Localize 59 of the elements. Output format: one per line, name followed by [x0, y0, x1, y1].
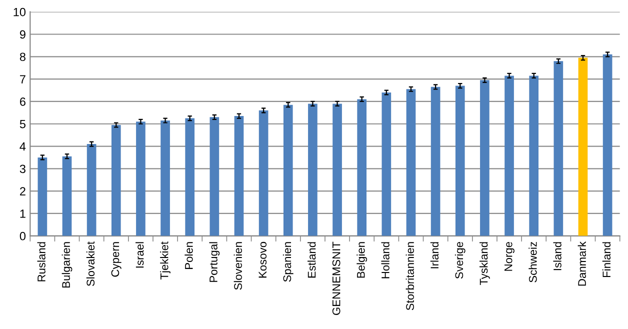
bar [136, 122, 146, 236]
bar [357, 99, 367, 236]
x-tick-label: Cypern [111, 242, 122, 277]
x-tick-label: Island [553, 242, 562, 270]
bar [332, 104, 342, 236]
y-tick-label: 5 [20, 120, 26, 128]
x-tick-label: Norge [504, 242, 514, 271]
y-tick-label: 2 [20, 187, 26, 196]
y-tick-label: 8 [20, 52, 26, 62]
x-tick-label: Polen [184, 242, 193, 269]
bar [111, 124, 121, 236]
bar [382, 92, 392, 236]
bar [185, 118, 195, 236]
x-tick-label: Belgien [356, 242, 368, 278]
bar [406, 89, 416, 236]
x-tick-label: Storbritannien [406, 242, 414, 310]
y-tick-label: 1 [20, 210, 26, 218]
x-tick-label: Danmark [578, 241, 586, 286]
x-tick-label: Slovakiet [86, 242, 95, 286]
bar [480, 80, 490, 236]
y-tick-label: 3 [20, 164, 26, 174]
x-tick-label: Tjekkiet [160, 242, 170, 280]
x-tick-label: Slovenien [234, 242, 242, 290]
y-tick-label: 6 [20, 98, 26, 106]
bar [62, 156, 72, 236]
y-tick-label: 7 [20, 75, 26, 84]
x-tick-label: Israel [136, 242, 144, 268]
bar [38, 157, 48, 236]
x-tick-label: GENNEMSNIT [332, 242, 340, 315]
y-tick-label: 0 [20, 232, 26, 240]
bar [578, 58, 588, 236]
bar [554, 61, 564, 236]
x-tick-label: Sverige [454, 242, 466, 279]
x-tick-label: Spanien [282, 242, 294, 282]
y-tick-label: 4 [20, 142, 26, 151]
bar [504, 76, 514, 236]
bar [455, 86, 465, 236]
bar [430, 86, 440, 236]
x-tick-label: Kosovo [258, 242, 267, 278]
y-tick-label: 10 [14, 8, 26, 16]
bar [308, 104, 318, 236]
x-tick-label: Finland [602, 242, 611, 277]
y-tick-label: 9 [20, 30, 26, 39]
bar [86, 144, 96, 236]
x-tick-label: Holland [381, 242, 390, 278]
x-tick-label: Bulgarien [62, 242, 72, 288]
x-tick-label: Schweiz [528, 242, 537, 282]
bar [160, 120, 170, 236]
bar [234, 116, 244, 236]
bar [529, 76, 539, 236]
x-tick-label: Tyskland [480, 242, 490, 286]
x-tick-label: Estland [308, 242, 316, 278]
bar [283, 104, 293, 236]
x-tick-label: Irland [430, 242, 439, 268]
bar [258, 110, 268, 236]
bar [210, 117, 220, 236]
x-tick-label: Portugal [209, 242, 220, 282]
bar [602, 54, 612, 236]
x-tick-label: Rusland [37, 242, 46, 282]
